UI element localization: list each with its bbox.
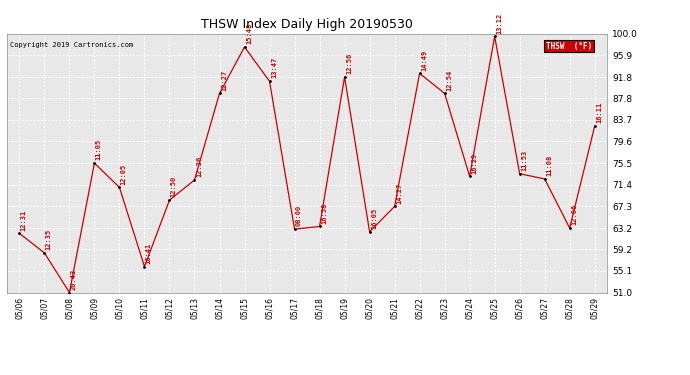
Text: 13:47: 13:47 (271, 57, 277, 78)
Text: 12:27: 12:27 (221, 69, 227, 91)
Text: 12:06: 12:06 (571, 204, 577, 225)
Text: 11:53: 11:53 (521, 150, 527, 171)
Text: 11:05: 11:05 (96, 139, 102, 160)
Text: THSW  (°F): THSW (°F) (546, 42, 592, 51)
Text: 16:58: 16:58 (321, 202, 327, 224)
Text: 12:05: 12:05 (121, 164, 127, 184)
Text: 12:56: 12:56 (346, 53, 352, 74)
Text: 11:08: 11:08 (546, 155, 552, 176)
Text: 16:11: 16:11 (596, 102, 602, 123)
Title: THSW Index Daily High 20190530: THSW Index Daily High 20190530 (201, 18, 413, 31)
Text: 12:36: 12:36 (196, 156, 202, 177)
Text: 16:29: 16:29 (471, 152, 477, 174)
Text: Copyright 2019 Cartronics.com: Copyright 2019 Cartronics.com (10, 42, 133, 48)
Text: 12:31: 12:31 (21, 209, 27, 231)
Text: 16:41: 16:41 (146, 243, 152, 264)
Text: 14:27: 14:27 (396, 182, 402, 204)
Text: 12:50: 12:50 (171, 176, 177, 197)
Text: 13:12: 13:12 (496, 12, 502, 34)
Text: 12:35: 12:35 (46, 229, 52, 250)
Text: 15:48: 15:48 (246, 23, 252, 44)
Text: 12:54: 12:54 (446, 69, 452, 91)
Text: 20:43: 20:43 (71, 268, 77, 290)
Text: 16:05: 16:05 (371, 208, 377, 229)
Text: 08:00: 08:00 (296, 205, 302, 226)
Text: 14:49: 14:49 (421, 50, 427, 70)
